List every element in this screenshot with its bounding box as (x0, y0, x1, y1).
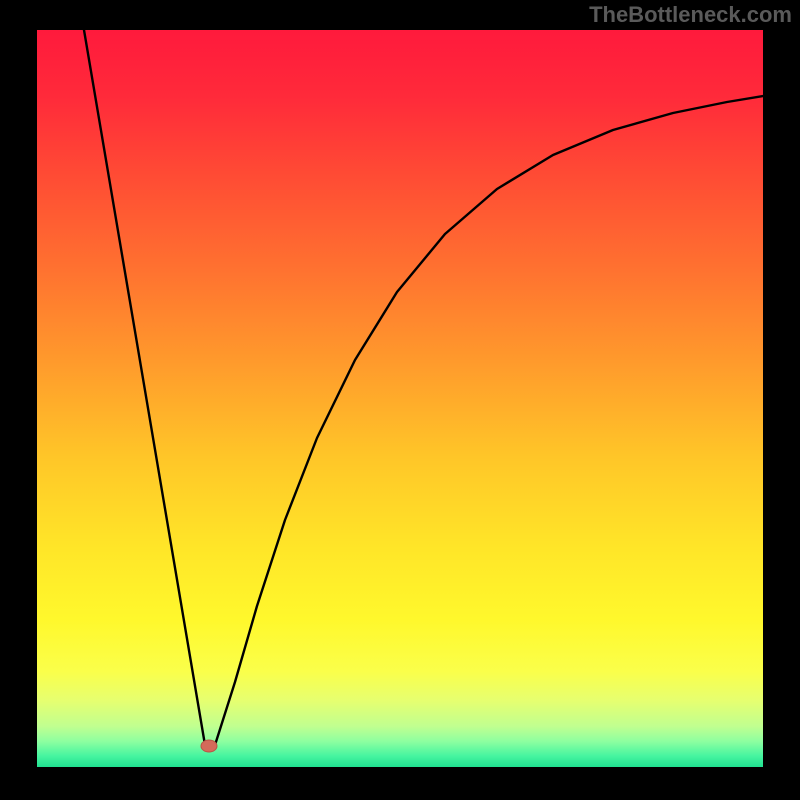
chart-container: TheBottleneck.com (0, 0, 800, 800)
watermark-text: TheBottleneck.com (589, 2, 792, 28)
curve-path (84, 30, 763, 745)
chart-svg (37, 30, 763, 767)
minimum-marker-dot (201, 740, 217, 752)
chart-frame (37, 30, 763, 767)
